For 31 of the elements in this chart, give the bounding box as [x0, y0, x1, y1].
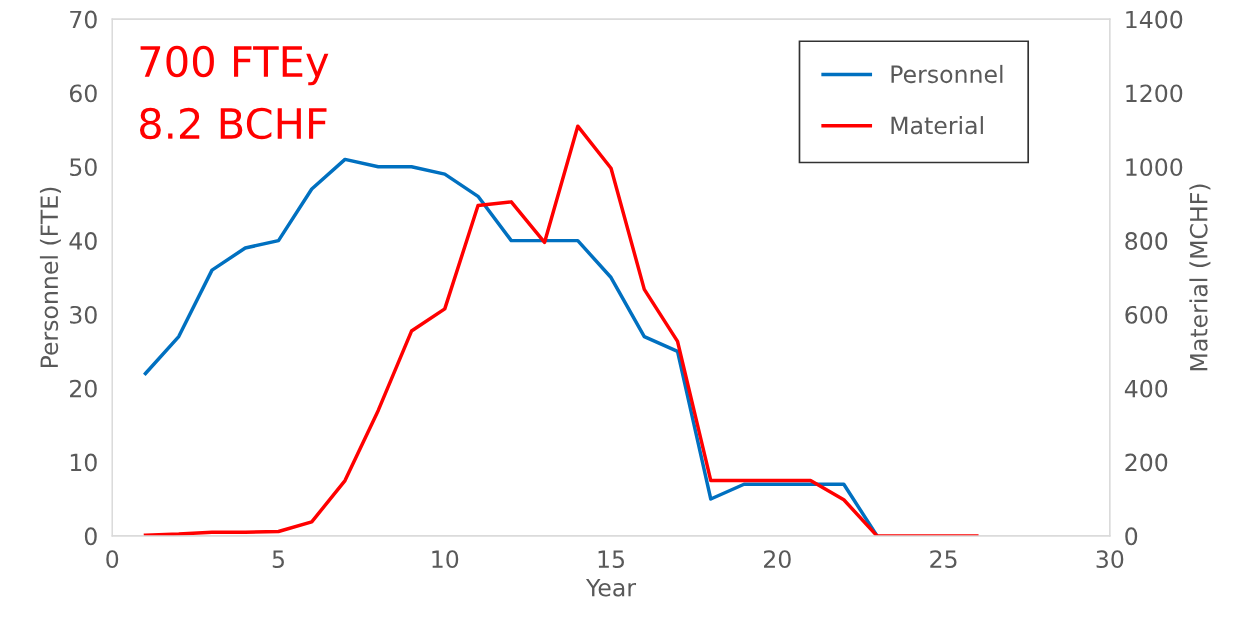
y-tick-label: 0 [84, 527, 97, 546]
y2-tick-label: 400 [1124, 379, 1168, 398]
y2-tick-label: 1200 [1126, 84, 1183, 103]
y2-tick-label: 600 [1125, 305, 1168, 324]
y-tick-label: 10 [70, 453, 97, 472]
legend-label: Personnel [891, 64, 1003, 84]
y2-tick-label: 0 [1125, 527, 1138, 546]
y2-axis-title: Material (MCHF) [1189, 184, 1211, 371]
x-tick-label: 5 [272, 550, 284, 569]
y-axis-title: Personnel (FTE) [39, 187, 61, 368]
y2-tick-label: 800 [1125, 232, 1168, 250]
line-series [143, 157, 879, 536]
x-tick-label: 25 [930, 550, 957, 569]
y2-tick-label: 200 [1125, 453, 1168, 472]
y-tick-label: 20 [70, 379, 97, 398]
x-axis-title: Year [585, 578, 637, 597]
y2-tick-label: 1000 [1126, 158, 1183, 177]
legend-label: Material [891, 116, 983, 135]
y-tick-label: 50 [70, 158, 97, 177]
annotation: 700 FTEy [140, 45, 329, 86]
annotation: 8.2 BCHF [140, 107, 327, 140]
x-tick-label: 15 [598, 550, 624, 569]
y-tick-label: 60 [69, 84, 97, 103]
y-tick-label: 40 [69, 232, 97, 250]
y-tick-label: 30 [70, 305, 97, 324]
x-tick-label: 20 [764, 550, 791, 569]
x-tick-label: 0 [106, 550, 119, 569]
y-tick-label: 70 [70, 10, 97, 29]
x-tick-label: 30 [1096, 550, 1124, 569]
y2-tick-label: 1400 [1126, 10, 1183, 29]
x-tick-label: 10 [432, 550, 459, 569]
